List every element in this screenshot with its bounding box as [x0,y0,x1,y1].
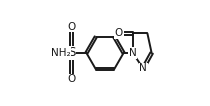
Text: N: N [139,63,147,73]
Text: N: N [129,48,137,58]
Text: S: S [68,47,75,59]
Text: O: O [67,22,76,31]
Text: NH₂: NH₂ [51,48,70,58]
Text: O: O [67,75,76,84]
Text: O: O [115,28,123,38]
